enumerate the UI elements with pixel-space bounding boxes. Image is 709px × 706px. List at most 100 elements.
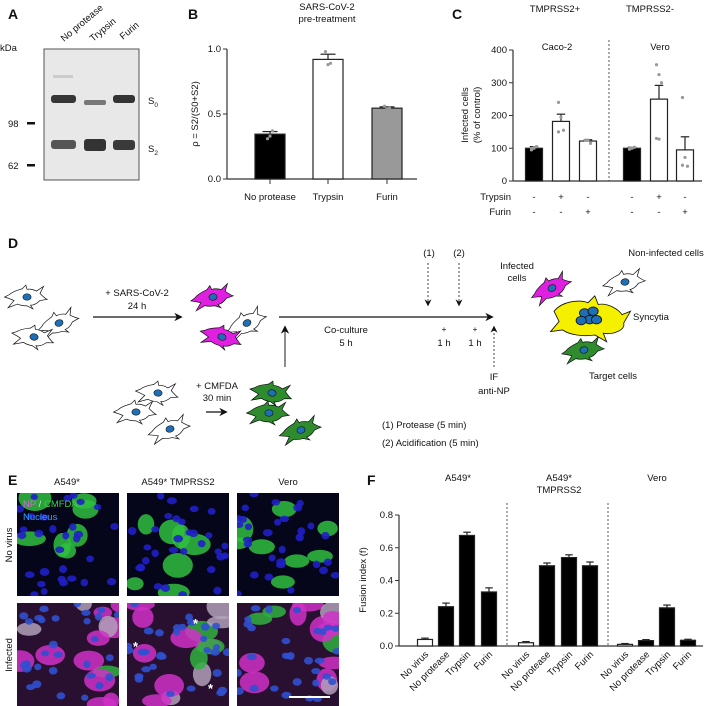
nucleus-stain bbox=[243, 620, 253, 628]
nucleus-stain bbox=[34, 529, 44, 538]
uninfected-cell bbox=[113, 399, 157, 425]
coculture-time: 5 h bbox=[339, 338, 352, 349]
tmprss2-neg-label: TMPRSS2- bbox=[626, 4, 674, 15]
nucleus-stain bbox=[97, 606, 106, 614]
y-axis-label: ρ = S2/(S0+S2) bbox=[190, 81, 201, 147]
data-point bbox=[683, 155, 687, 160]
syncytium-marker: * bbox=[193, 616, 199, 631]
anti-np-label: anti-NP bbox=[478, 386, 510, 397]
col-a549-tmprss2: A549* TMPRSS2 bbox=[141, 477, 214, 488]
uninfected-cell bbox=[144, 412, 193, 447]
trypsin-sign: + bbox=[558, 192, 564, 203]
nucleus-stain bbox=[141, 666, 151, 673]
nucleus-stain bbox=[17, 505, 25, 513]
micrograph-no-virus bbox=[17, 493, 119, 596]
nucleus-stain bbox=[221, 552, 229, 560]
nucleus-stain bbox=[276, 562, 286, 569]
y-tick-label: 100 bbox=[491, 143, 507, 154]
nucleus-stain bbox=[249, 684, 259, 693]
x-tick-label: Trypsin bbox=[546, 649, 576, 679]
bar bbox=[551, 120, 571, 182]
furin-sign: - bbox=[630, 207, 633, 218]
nucleus-stain bbox=[56, 692, 66, 700]
cell-signal bbox=[162, 552, 193, 578]
nucleus-stain bbox=[200, 635, 208, 643]
data-point bbox=[328, 61, 333, 65]
panel-e: E A549* A549* TMPRSS2 Vero No virus Infe… bbox=[4, 472, 339, 706]
nucleus-stain bbox=[67, 575, 77, 582]
nucleus-stain bbox=[249, 571, 259, 579]
trypsin-sign: + bbox=[656, 192, 662, 203]
cell-signal bbox=[270, 575, 295, 589]
nucleus-stain bbox=[268, 554, 276, 562]
nucleus-stain bbox=[113, 611, 119, 619]
syncytium-marker: * bbox=[133, 639, 139, 654]
nucleus-stain bbox=[105, 673, 114, 682]
group-label: A549* bbox=[445, 473, 471, 484]
bar bbox=[581, 565, 599, 647]
caco2-label: Caco-2 bbox=[542, 42, 573, 53]
nucleus-stain bbox=[143, 544, 152, 551]
x-tick-label: Furin bbox=[573, 649, 596, 672]
nucleus-stain bbox=[246, 653, 257, 661]
nucleus-stain bbox=[143, 627, 154, 635]
group-label: A549* bbox=[546, 473, 572, 484]
micrograph-content bbox=[17, 493, 119, 596]
nucleus-stain bbox=[73, 534, 81, 543]
syncytium bbox=[549, 295, 632, 343]
trypsin-sign: - bbox=[586, 192, 589, 203]
nucleus-stain bbox=[201, 622, 210, 631]
bar bbox=[517, 642, 535, 647]
data-point bbox=[265, 137, 270, 141]
nucleus-stain bbox=[105, 654, 114, 662]
bar bbox=[578, 140, 598, 182]
cell-signal bbox=[239, 671, 270, 694]
nucleus-stain bbox=[242, 536, 253, 543]
cell bbox=[275, 413, 324, 448]
nucleus-stain bbox=[237, 590, 242, 596]
y-tick-label: 400 bbox=[491, 45, 507, 56]
y-tick-label: 0.6 bbox=[380, 543, 393, 554]
data-point bbox=[534, 145, 539, 149]
nucleus-stain bbox=[69, 493, 78, 499]
nucleus-stain bbox=[238, 515, 248, 523]
nucleus-stain bbox=[130, 603, 139, 608]
noninfected-label: Non-infected cells bbox=[628, 248, 704, 259]
y-tick-label: 300 bbox=[491, 78, 507, 89]
nucleus-stain bbox=[62, 531, 70, 540]
data-point bbox=[387, 106, 392, 110]
nucleus-stain bbox=[221, 542, 229, 550]
micrograph-content bbox=[237, 493, 339, 596]
nucleus-stain bbox=[331, 625, 339, 632]
data-point bbox=[385, 107, 389, 111]
nucleus-stain bbox=[51, 615, 60, 622]
nucleus-stain bbox=[241, 504, 250, 512]
nucleus-stain bbox=[63, 494, 72, 502]
cell-signal bbox=[17, 622, 42, 636]
data-point bbox=[559, 115, 563, 119]
kda-label: kDa bbox=[0, 43, 18, 54]
cell-signal bbox=[132, 606, 154, 628]
nucleus bbox=[590, 315, 603, 325]
nucleus-stain bbox=[128, 527, 137, 535]
y-tick-label: 0 bbox=[502, 176, 507, 187]
stain-nucleus: Nucleus bbox=[23, 512, 58, 523]
nucleus-stain bbox=[274, 518, 282, 526]
nucleus-stain bbox=[185, 529, 193, 536]
data-point bbox=[326, 63, 330, 67]
nucleus-stain bbox=[203, 647, 212, 654]
micrograph-content bbox=[17, 603, 119, 706]
nucleus-stain bbox=[295, 533, 304, 542]
y-axis-label: (% of control) bbox=[472, 87, 483, 144]
nucleus-stain bbox=[281, 691, 292, 699]
cell-signal bbox=[141, 694, 172, 706]
cell bbox=[246, 400, 290, 426]
data-point bbox=[268, 134, 272, 138]
furin-sign: + bbox=[682, 207, 688, 218]
micrographs bbox=[17, 493, 339, 706]
nucleus-stain bbox=[222, 648, 229, 657]
data-point bbox=[685, 164, 690, 168]
nucleus-stain bbox=[214, 548, 222, 555]
western-blot bbox=[43, 48, 140, 181]
